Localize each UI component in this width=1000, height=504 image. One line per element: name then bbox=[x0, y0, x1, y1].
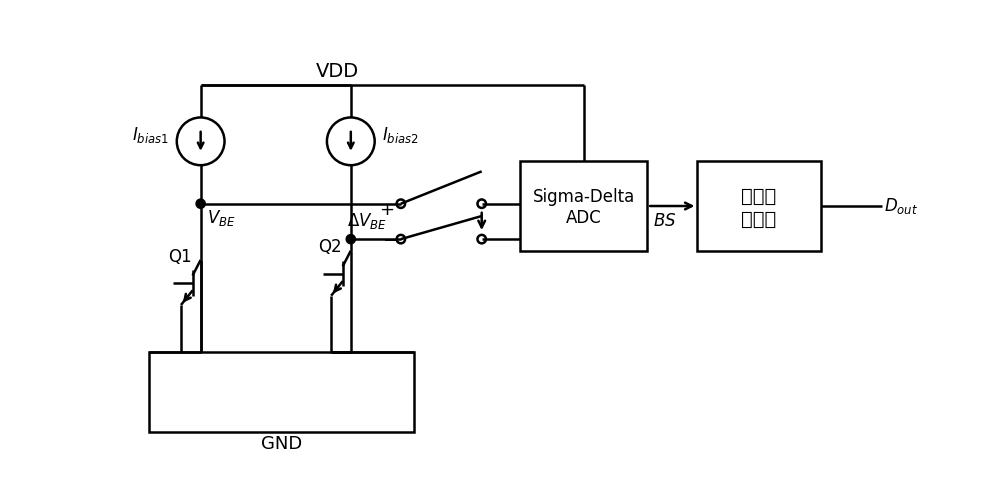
Text: ADC: ADC bbox=[566, 209, 602, 227]
Text: $\Delta V_{BE}$: $\Delta V_{BE}$ bbox=[347, 211, 387, 231]
Bar bbox=[520, 161, 647, 250]
Text: Q1: Q1 bbox=[168, 247, 192, 266]
Circle shape bbox=[477, 235, 486, 243]
Text: $V_{BE}$: $V_{BE}$ bbox=[207, 208, 235, 228]
Text: $D_{out}$: $D_{out}$ bbox=[884, 196, 918, 216]
Text: VDD: VDD bbox=[316, 61, 359, 81]
Text: $BS$: $BS$ bbox=[653, 212, 677, 230]
Bar bbox=[149, 352, 414, 431]
Circle shape bbox=[397, 200, 405, 208]
Text: Q2: Q2 bbox=[318, 238, 342, 256]
Text: −: − bbox=[383, 231, 400, 250]
Text: Sigma-Delta: Sigma-Delta bbox=[533, 188, 635, 206]
Circle shape bbox=[477, 200, 486, 208]
Circle shape bbox=[346, 234, 355, 244]
Circle shape bbox=[397, 235, 405, 243]
Text: +: + bbox=[379, 201, 394, 219]
Text: $I_{bias1}$: $I_{bias1}$ bbox=[132, 125, 169, 145]
Text: $I_{bias2}$: $I_{bias2}$ bbox=[382, 125, 419, 145]
Text: 降采样: 降采样 bbox=[741, 186, 777, 206]
Text: GND: GND bbox=[261, 434, 302, 453]
Bar bbox=[697, 161, 820, 250]
Circle shape bbox=[196, 199, 205, 208]
Text: 滤波器: 滤波器 bbox=[741, 210, 777, 229]
